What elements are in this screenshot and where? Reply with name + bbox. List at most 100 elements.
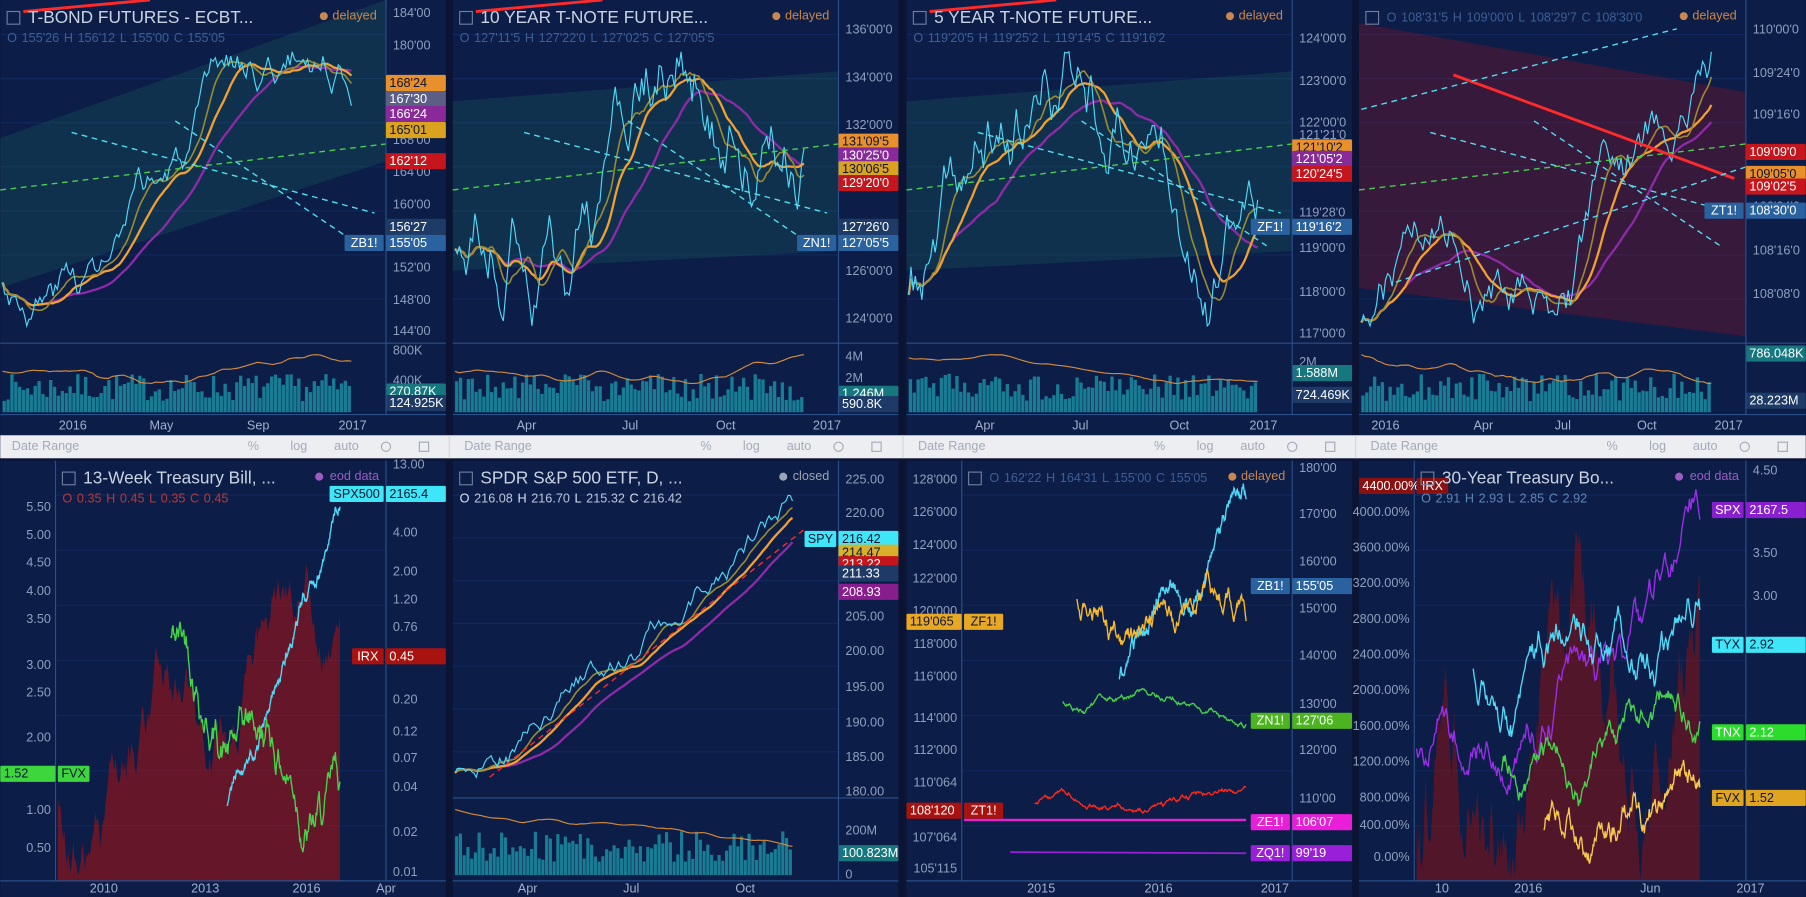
volume-bar (709, 854, 714, 876)
volume-bar (710, 398, 715, 413)
price-tick-label: 4.00 (393, 525, 418, 539)
toolbar-button[interactable]: log (743, 439, 760, 453)
volume-bar (533, 831, 537, 876)
toolbar-button[interactable]: log (1197, 439, 1214, 453)
volume-bar (503, 837, 507, 876)
time-label: Jul (622, 418, 638, 432)
volume-bar (1365, 392, 1369, 413)
price-label: 119'16'2 (1296, 220, 1342, 234)
volume-bar (1226, 380, 1230, 413)
volume-bar (548, 387, 552, 413)
price-label: 99'19 (1296, 846, 1327, 860)
toolbar-button[interactable]: Date Range (464, 439, 532, 453)
symbol-label: TYX (1715, 638, 1740, 652)
settings-icon[interactable] (1287, 441, 1298, 452)
volume-bar (239, 375, 243, 413)
ohlc-value: 2.93 (1479, 492, 1504, 506)
price-label-bg (838, 161, 899, 178)
expand-icon[interactable] (1777, 441, 1788, 452)
expand-icon[interactable] (871, 441, 882, 452)
volume-bar (518, 846, 522, 876)
symbol-label: ZN1! (1257, 714, 1284, 728)
toolbar-button[interactable]: auto (787, 439, 812, 453)
volume-bar (761, 379, 765, 413)
volume-bar (308, 392, 313, 413)
volume-bar (780, 382, 785, 413)
status-dot (319, 12, 328, 21)
volume-bar (908, 379, 913, 413)
volume-bar (676, 854, 680, 876)
settings-icon[interactable] (380, 441, 392, 452)
toolbar-button[interactable]: Date Range (918, 439, 986, 453)
volume-bar (586, 380, 591, 413)
volume-bar (1044, 396, 1048, 413)
volume-bar (1505, 386, 1509, 413)
ohlc-key: L (149, 492, 156, 506)
volume-bar (126, 382, 130, 413)
settings-icon[interactable] (833, 441, 844, 452)
time-label: Apr (975, 418, 995, 432)
toolbar-button[interactable]: auto (334, 439, 359, 453)
volume-bar (192, 382, 196, 413)
volume-bar (507, 854, 511, 876)
ohlc: O 2.91 H 2.93 L 2.85 C 2.92 (1421, 492, 1587, 506)
toolbar-button[interactable]: % (1607, 439, 1618, 453)
toolbar-button[interactable]: % (700, 439, 711, 453)
volume-bar (138, 375, 142, 413)
trend-line (929, 0, 1057, 13)
ohlc-key: C (1549, 492, 1558, 506)
left-tick-label: 2400.00% (1353, 648, 1410, 662)
volume-bar (978, 382, 982, 413)
price-label-bg (838, 147, 899, 164)
price-tick-label: 118'00'0 (1299, 285, 1345, 299)
status-dot (1675, 472, 1684, 481)
left-tick-label: 3.50 (26, 612, 51, 626)
status-dot (1228, 472, 1237, 481)
volume-bar (99, 393, 103, 413)
toolbar-button[interactable]: auto (1240, 439, 1265, 453)
toolbar-button[interactable]: log (1649, 439, 1666, 453)
price-label-bg (1292, 150, 1353, 167)
volume-bar (722, 395, 726, 413)
volume-bar (1470, 377, 1474, 413)
price-line (1415, 489, 1701, 795)
volume-bar (87, 395, 92, 413)
volume-bar (165, 398, 169, 413)
panel-icon (1365, 10, 1380, 25)
trend-line (489, 529, 805, 778)
volume-label-bg (1292, 365, 1353, 382)
volume-bar (703, 386, 707, 413)
volume-bar (769, 386, 773, 413)
volume-tick-label: 4M (845, 349, 863, 363)
ohlc-key: H (106, 492, 115, 506)
volume-bar (1598, 396, 1602, 413)
left-tick-label: 5.50 (26, 500, 51, 514)
left-tick-label: 1600.00% (1353, 719, 1410, 733)
toolbar-button[interactable]: auto (1693, 439, 1718, 453)
toolbar-button[interactable]: Date Range (1370, 439, 1438, 453)
price-tick-label: 126'00'0 (845, 264, 892, 278)
volume-bar (540, 393, 544, 413)
volume-bar (660, 376, 664, 413)
volume-bar (1063, 399, 1068, 413)
price-label: 2.12 (1749, 725, 1774, 739)
volume-bar (625, 378, 629, 413)
toolbar-button[interactable]: % (248, 439, 259, 453)
volume-bar (631, 846, 635, 876)
volume-bar (297, 378, 301, 413)
volume-bar (691, 858, 695, 876)
expand-icon[interactable] (418, 441, 430, 452)
volume-bar (227, 391, 231, 413)
status-dot (1225, 12, 1235, 21)
toolbar-button[interactable]: log (290, 439, 307, 453)
volume-bar (912, 392, 916, 413)
volume-bar (645, 381, 649, 413)
toolbar-button[interactable]: % (1154, 439, 1165, 453)
volume-bar (717, 855, 721, 876)
volume-tick-label: 200M (845, 824, 877, 838)
expand-icon[interactable] (1325, 441, 1336, 452)
volume-bar (466, 379, 471, 413)
settings-icon[interactable] (1739, 441, 1750, 452)
volume-bar (713, 860, 717, 876)
toolbar-button[interactable]: Date Range (12, 439, 80, 453)
